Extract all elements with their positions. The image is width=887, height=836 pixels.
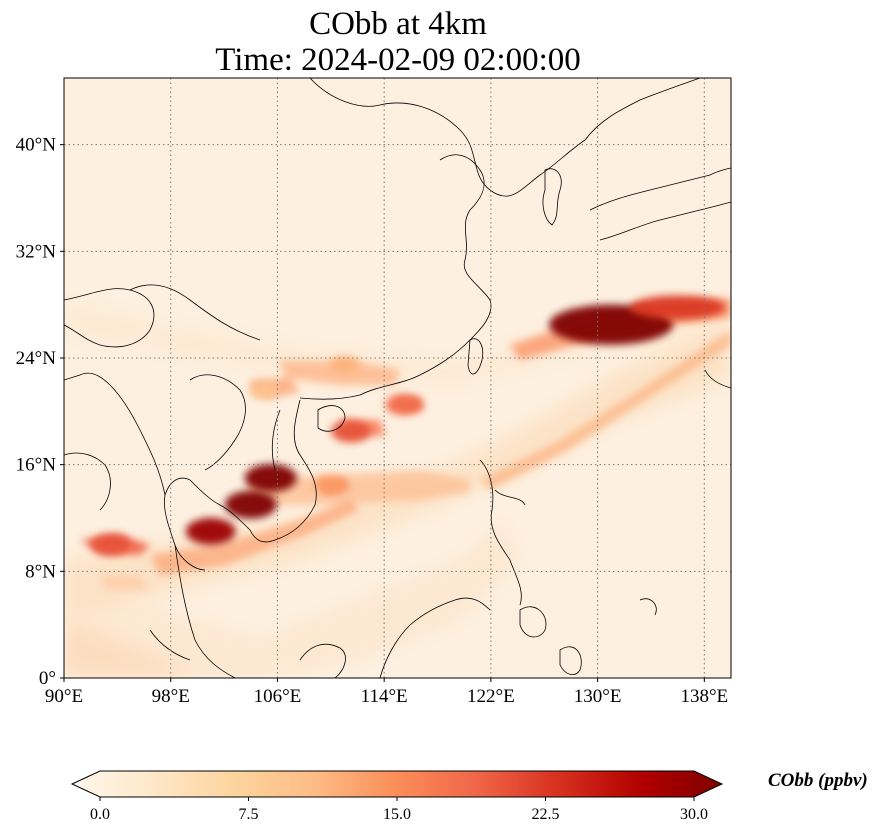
lon-tick-label: 114°E xyxy=(361,686,408,707)
colorbar-tick-label: 30.0 xyxy=(680,806,708,823)
colorbar-tick-label: 0.0 xyxy=(90,806,110,823)
lon-tick-label: 130°E xyxy=(574,686,622,707)
plume-east-china-sea-tail xyxy=(629,295,726,320)
coastlines xyxy=(64,78,731,678)
plume-hainan-east xyxy=(330,420,371,443)
longitude-axis: 90°E 98°E 106°E 114°E 122°E 130°E 138°E xyxy=(45,678,728,707)
map-title: CObb at 4km xyxy=(309,6,487,42)
plume-layer xyxy=(64,295,731,678)
lat-tick-label: 24°N xyxy=(16,348,57,369)
colorbar-bar xyxy=(70,770,724,798)
plume-andaman-sea xyxy=(90,533,131,556)
lat-tick-label: 0° xyxy=(39,668,56,689)
lat-tick-label: 16°N xyxy=(16,455,57,476)
plume-vietnam-central xyxy=(314,475,348,494)
plume-cambodia-north xyxy=(244,464,297,492)
plume-south-china-coast xyxy=(328,356,360,374)
colorbar-label: CObb (ppbv) xyxy=(768,770,868,791)
plume-cores xyxy=(90,295,726,556)
lat-tick-label: 40°N xyxy=(16,135,57,156)
colorbar-tick-label: 15.0 xyxy=(383,806,411,823)
lon-tick-label: 90°E xyxy=(45,686,83,707)
plume-vietnam-north xyxy=(250,383,279,400)
map-subtitle-time: Time: 2024-02-09 02:00:00 xyxy=(215,42,581,78)
lon-tick-label: 138°E xyxy=(680,686,728,707)
latitude-axis: 0° 8°N 16°N 24°N 32°N 40°N xyxy=(16,135,64,689)
colorbar-tick-label: 22.5 xyxy=(532,806,560,823)
lon-tick-label: 122°E xyxy=(467,686,515,707)
plume-south-china-sea-north xyxy=(385,394,423,416)
gridlines xyxy=(64,78,731,678)
lat-tick-label: 32°N xyxy=(16,241,57,262)
lon-tick-label: 106°E xyxy=(254,686,302,707)
colorbar-ticks: 0.0 7.5 15.0 22.5 30.0 xyxy=(90,797,708,823)
plume-thailand-gulf xyxy=(185,517,236,545)
lon-tick-label: 98°E xyxy=(152,686,190,707)
colorbar: 0.0 7.5 15.0 22.5 30.0 xyxy=(70,770,724,823)
plume-cambodia-core xyxy=(224,490,277,519)
map-frame xyxy=(63,77,732,679)
colorbar-tick-label: 7.5 xyxy=(239,806,259,823)
lat-tick-label: 8°N xyxy=(25,561,56,582)
